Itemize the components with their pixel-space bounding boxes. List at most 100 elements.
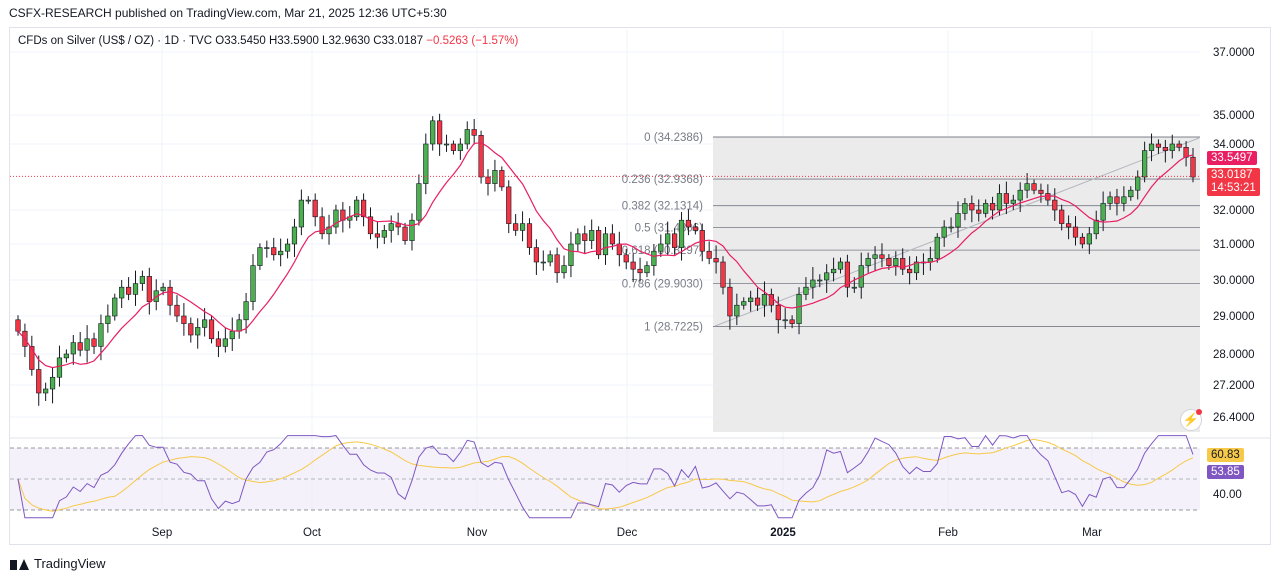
candle-up	[1086, 233, 1092, 245]
candle-up	[139, 276, 146, 284]
candle-up	[416, 183, 422, 221]
candle-down	[485, 176, 491, 184]
candle-up	[257, 247, 263, 266]
candle-down	[754, 297, 761, 306]
candle-up	[56, 357, 63, 378]
candle-down	[886, 258, 892, 266]
time-axis: Sep Oct Nov Dec 2025 Feb Mar	[152, 527, 1102, 539]
candle-up	[996, 193, 1003, 211]
bar-countdown: 14:53:21	[1211, 182, 1256, 194]
candle-up	[803, 286, 809, 295]
candle-down	[727, 286, 733, 317]
ma-price-badge: 33.5497	[1207, 151, 1257, 165]
candle-up	[1100, 203, 1106, 221]
candle-up	[333, 209, 339, 228]
candle-up	[872, 254, 878, 259]
candle-up	[443, 143, 450, 146]
tradingview-logo-icon	[10, 558, 29, 570]
candle-up	[354, 199, 360, 218]
candle-up	[547, 254, 553, 263]
candle-down	[526, 223, 533, 248]
lightning-icon[interactable]: ⚡	[1180, 409, 1202, 431]
rsi-tick-label: 40.00	[1213, 489, 1242, 501]
candle-down	[1162, 147, 1168, 151]
candle-up	[284, 243, 291, 252]
candle-down	[1003, 193, 1009, 204]
candle-up	[741, 301, 747, 306]
time-tick-label: Dec	[617, 527, 638, 539]
candle-up	[948, 226, 954, 229]
candle-down	[188, 323, 194, 336]
candle-up	[1024, 183, 1030, 191]
candle-up	[983, 203, 989, 214]
candle-down	[125, 286, 132, 295]
candle-down	[672, 233, 678, 248]
candle-up	[49, 376, 56, 390]
fib-level-label: 0.382 (32.1314)	[622, 201, 703, 213]
candle-down	[29, 346, 35, 370]
candle-up	[561, 265, 567, 274]
candle-up	[43, 388, 49, 394]
candle-up	[457, 143, 463, 151]
rsi-ma-line	[17, 438, 1194, 512]
price-tick-label: 26.4000	[1213, 412, 1255, 424]
candle-up	[423, 143, 429, 184]
symbol-name: CFDs on Silver (US$ / OZ) · 1D · TVC	[18, 35, 213, 47]
candle-up	[589, 230, 595, 241]
candle-up	[941, 226, 947, 238]
candle-down	[1038, 189, 1044, 194]
price-tick-label: 34.0000	[1213, 139, 1255, 151]
price-axis: 37.0000 35.0000 34.0000 32.0000 31.0000 30.00…	[1213, 47, 1255, 424]
candle-up	[817, 279, 823, 282]
candle-down	[271, 247, 277, 256]
brand-name: TradingView	[34, 556, 106, 571]
candle-down	[789, 319, 795, 324]
candle-up	[105, 315, 111, 324]
candle-up	[381, 230, 387, 238]
candle-up	[519, 223, 526, 231]
candle-up	[837, 261, 844, 270]
candle-down	[1059, 209, 1065, 224]
candle-down	[900, 258, 906, 270]
candle-down	[1072, 226, 1079, 238]
time-tick-label: 2025	[770, 527, 796, 539]
candle-up	[98, 323, 104, 347]
candle-down	[969, 203, 975, 211]
candle-down	[499, 170, 505, 188]
candle-up	[1148, 143, 1155, 151]
time-tick-label: Oct	[303, 527, 322, 539]
candle-down	[1176, 143, 1182, 148]
candle-up	[1142, 150, 1148, 178]
candle-down	[374, 233, 381, 238]
candle-up	[63, 353, 69, 359]
candle-up	[250, 265, 256, 302]
candle-down	[907, 268, 913, 274]
candle-down	[367, 216, 374, 235]
candle-down	[609, 233, 616, 245]
candle-down	[319, 216, 325, 235]
candle-down	[533, 247, 539, 263]
publisher-line: CSFX-RESEARCH published on TradingView.c…	[9, 6, 447, 20]
candle-up	[651, 250, 657, 266]
candle-up	[132, 283, 139, 295]
price-tick-label: 37.0000	[1213, 47, 1255, 59]
candle-up	[540, 261, 546, 264]
candle-up	[748, 297, 754, 302]
candle-up	[1093, 219, 1099, 235]
price-tick-label: 30.0000	[1213, 275, 1255, 287]
candle-down	[208, 319, 215, 340]
time-tick-label: Sep	[152, 527, 172, 539]
candle-down	[36, 369, 42, 394]
candle-down	[637, 268, 643, 274]
candle-up	[305, 199, 311, 202]
candle-up	[409, 219, 415, 241]
candle-down	[77, 342, 83, 351]
candle-up	[326, 226, 332, 235]
candle-down	[1079, 236, 1086, 245]
candle-down	[91, 338, 97, 347]
candle-up	[195, 327, 201, 336]
candle-down	[692, 226, 698, 231]
candle-up	[665, 233, 671, 245]
rsi-badge: 53.85	[1207, 465, 1244, 479]
